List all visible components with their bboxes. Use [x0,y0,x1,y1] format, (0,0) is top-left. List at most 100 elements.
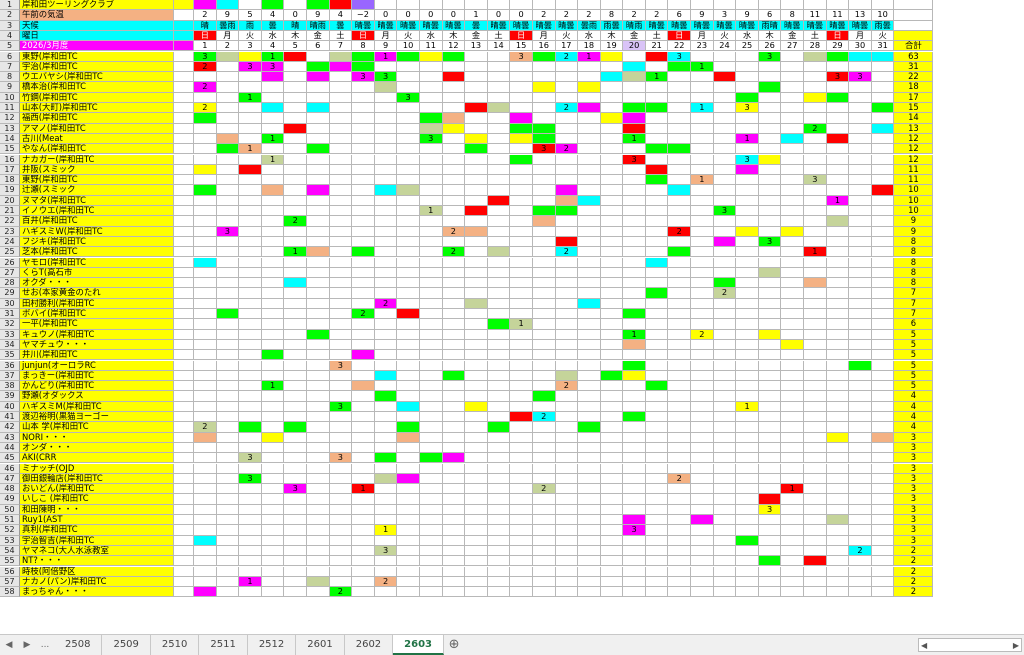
attendance-cell[interactable] [284,164,307,176]
attendance-cell[interactable] [216,381,240,392]
attendance-cell[interactable]: 2 [442,247,466,258]
attendance-cell[interactable] [781,535,805,546]
day-number-cell[interactable]: 5 [284,41,307,52]
attendance-cell[interactable] [419,432,443,443]
attendance-cell[interactable] [465,278,488,289]
attendance-cell[interactable] [419,463,443,474]
weather-cell[interactable]: 曇 [329,20,353,31]
row-number[interactable]: 5 [0,41,20,52]
attendance-cell[interactable] [600,525,624,536]
attendance-cell[interactable] [871,391,895,402]
attendance-cell[interactable] [465,257,488,268]
member-total[interactable]: 14 [894,113,934,124]
attendance-cell[interactable] [781,391,805,402]
attendance-cell[interactable] [532,494,556,505]
attendance-cell[interactable] [578,154,601,165]
attendance-cell[interactable] [374,412,398,423]
attendance-cell[interactable] [849,442,872,454]
member-total[interactable]: 4 [894,412,934,423]
attendance-cell[interactable] [645,463,669,474]
row-number[interactable]: 29 [0,288,20,299]
attendance-cell[interactable] [419,412,443,423]
attendance-cell[interactable] [261,556,285,567]
attendance-cell[interactable] [758,463,782,474]
attendance-cell[interactable] [781,61,805,73]
attendance-cell[interactable] [306,432,330,443]
attendance-cell[interactable] [374,556,398,567]
attendance-cell[interactable] [532,51,556,62]
attendance-cell[interactable] [804,545,827,557]
attendance-cell[interactable] [871,504,895,515]
row-number[interactable]: 4 [0,30,20,42]
attendance-cell[interactable] [261,206,285,217]
attendance-cell[interactable] [555,535,579,546]
attendance-cell[interactable] [781,133,805,145]
member-name[interactable]: ナカノ(パン)岸和田TC [20,576,174,588]
attendance-cell[interactable] [329,473,353,485]
attendance-cell[interactable] [284,113,307,124]
attendance-cell[interactable] [849,566,872,577]
attendance-cell[interactable] [261,370,285,382]
attendance-cell[interactable] [442,61,466,73]
weather-cell[interactable]: 晴曇 [804,20,827,31]
attendance-cell[interactable] [306,442,330,454]
day-number-cell[interactable]: 29 [826,41,850,52]
attendance-cell[interactable] [510,257,533,268]
attendance-cell[interactable] [871,175,895,186]
spacer-cell[interactable] [174,247,194,258]
attendance-cell[interactable] [194,473,217,485]
attendance-cell[interactable] [397,61,420,73]
member-total[interactable]: 8 [894,257,934,268]
member-name[interactable]: Ruy1(AST [20,515,174,526]
attendance-cell[interactable] [645,51,669,62]
attendance-cell[interactable] [871,576,895,588]
row-number[interactable]: 19 [0,185,20,196]
attendance-cell[interactable] [781,432,805,443]
weather-cell[interactable]: 晴曇 [419,20,443,31]
attendance-cell[interactable] [826,236,850,248]
header-strip-cell[interactable] [329,0,353,11]
attendance-cell[interactable] [713,61,737,73]
attendance-cell[interactable] [713,442,737,454]
attendance-cell[interactable] [849,144,872,155]
attendance-cell[interactable] [804,144,827,155]
attendance-cell[interactable] [261,494,285,505]
weekday-cell[interactable]: 日 [352,30,375,42]
attendance-cell[interactable] [306,545,330,557]
row-number[interactable]: 13 [0,123,20,134]
attendance-cell[interactable] [510,175,533,186]
attendance-cell[interactable] [578,185,601,196]
attendance-cell[interactable] [216,432,240,443]
attendance-cell[interactable] [374,103,398,114]
sheet-tab[interactable]: 2512 [248,635,297,655]
member-total[interactable]: 2 [894,545,934,557]
row-number[interactable]: 49 [0,494,20,505]
attendance-cell[interactable] [397,422,420,433]
attendance-cell[interactable] [668,360,692,371]
attendance-cell[interactable] [758,515,782,526]
member-total[interactable]: 12 [894,144,934,155]
attendance-cell[interactable] [510,82,533,93]
spreadsheet-grid[interactable]: 1 岸和田ツーリングクラブ 2 午前の気温 2 9 5 4 0 9 4 −2 0 0 0 0 1 0 0 2 2 2 8 2 2… [0,0,1024,634]
attendance-cell[interactable] [284,309,307,320]
attendance-cell[interactable] [329,576,353,588]
attendance-cell[interactable] [352,473,375,485]
attendance-cell[interactable] [306,247,330,258]
attendance-cell[interactable] [239,247,262,258]
attendance-cell[interactable] [668,309,692,320]
attendance-cell[interactable] [578,484,601,495]
attendance-cell[interactable] [826,391,850,402]
attendance-cell[interactable] [668,587,692,598]
attendance-cell[interactable]: 3 [849,72,872,83]
attendance-cell[interactable]: 2 [555,381,579,392]
attendance-cell[interactable] [239,463,262,474]
attendance-cell[interactable] [216,329,240,340]
attendance-cell[interactable] [487,267,511,279]
attendance-cell[interactable] [397,133,420,145]
attendance-cell[interactable] [736,236,759,248]
attendance-cell[interactable] [781,556,805,567]
attendance-cell[interactable] [713,381,737,392]
attendance-cell[interactable] [329,339,353,351]
day-number-cell[interactable]: 15 [510,41,533,52]
attendance-cell[interactable] [758,432,782,443]
